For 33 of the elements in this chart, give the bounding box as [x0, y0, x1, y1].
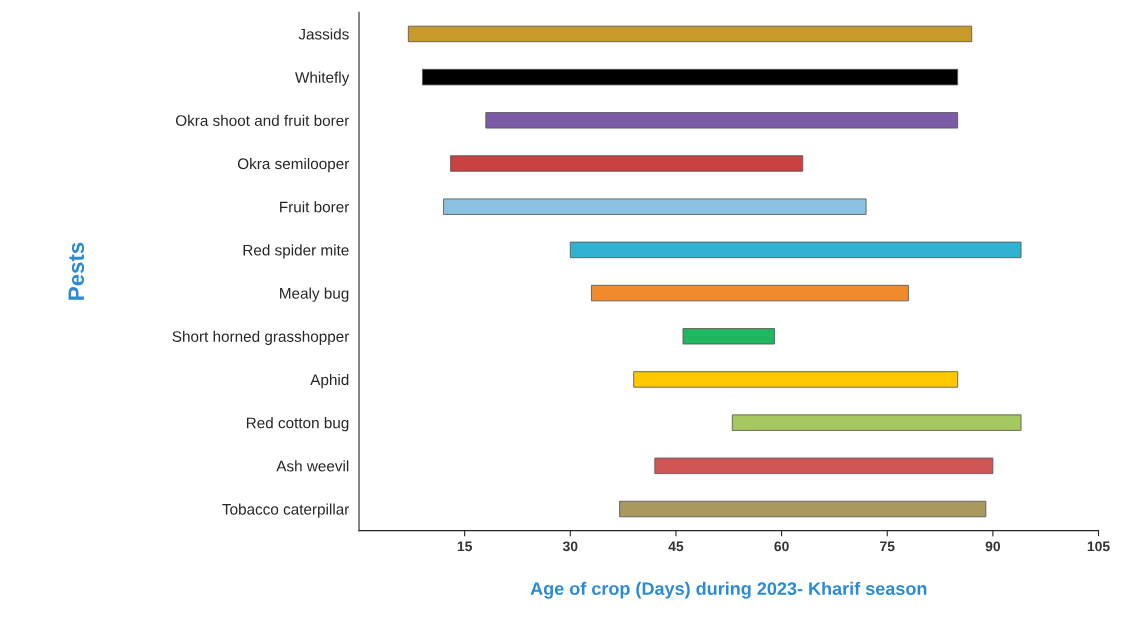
y-tick-label: Tobacco caterpillar	[222, 503, 350, 518]
bar	[654, 457, 994, 475]
bar	[731, 414, 1022, 431]
bar	[421, 68, 959, 86]
x-tick-label: 90	[985, 541, 1001, 552]
y-axis-title: Pests	[68, 242, 85, 300]
x-tick-label: 30	[562, 541, 578, 552]
y-tick-label: Aphid	[310, 373, 349, 389]
x-tick-label: 75	[880, 541, 895, 552]
x-axis-title: Age of crop (Days) during 2023- Kharif season	[530, 581, 927, 599]
y-tick-label: Mealy bug	[280, 287, 349, 302]
bar	[591, 284, 909, 302]
bar	[407, 25, 973, 43]
x-tick-label: 105	[1087, 541, 1110, 552]
x-tick-label: 45	[668, 541, 684, 552]
y-tick-label: Short horned grasshopper	[172, 330, 350, 345]
bar	[485, 112, 959, 129]
y-tick-label: Red spider mite	[243, 244, 349, 259]
bar	[633, 371, 959, 388]
bar	[569, 241, 1022, 259]
y-tick-label: Fruit borer	[280, 201, 350, 213]
bar	[450, 155, 804, 172]
x-tick-label: 15	[457, 541, 472, 552]
x-tick-label: 60	[774, 541, 789, 552]
y-tick-label: Okra shoot and fruit borer	[175, 114, 350, 126]
bar	[619, 500, 987, 518]
y-tick-label: Okra semilooper	[237, 157, 350, 173]
y-tick-label: Ash weevil	[276, 460, 349, 472]
bar	[682, 328, 775, 345]
y-tick-label: Whitefly	[295, 71, 350, 86]
y-tick-label: Red cotton bug	[246, 417, 349, 432]
bar	[443, 198, 867, 215]
y-tick-label: Jassids	[298, 28, 349, 40]
